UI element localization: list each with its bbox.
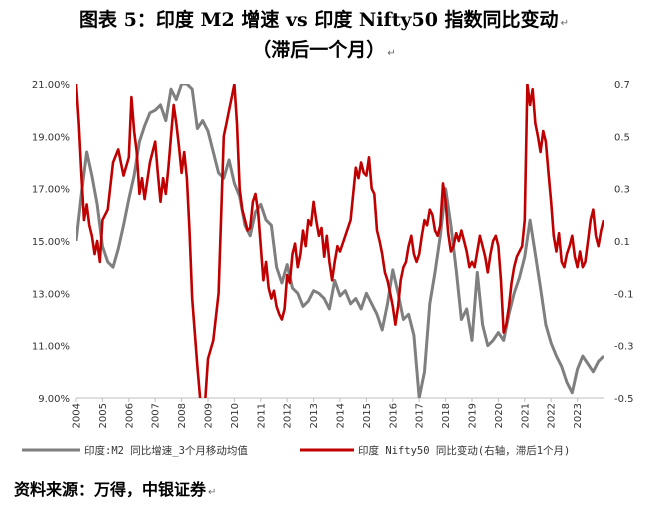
right-tick-label: -0.1	[614, 289, 634, 300]
right-tick-label: 0.3	[614, 185, 630, 196]
series-m2-line	[76, 84, 604, 398]
left-tick-label: 9.00%	[38, 394, 70, 405]
left-tick-label: 21.00%	[32, 80, 70, 91]
right-tick-label: 0.5	[614, 132, 630, 143]
right-tick-label: 0.1	[614, 237, 630, 248]
right-tick-label: -0.3	[614, 342, 634, 353]
x-tick-label: 2011	[256, 403, 267, 428]
left-tick-label: 15.00%	[32, 237, 70, 248]
x-tick-label: 2023	[573, 403, 584, 428]
x-tick-label: 2008	[177, 403, 188, 428]
left-axis: 9.00% 11.00% 13.00% 15.00% 17.00% 19.00% 21.00…	[32, 80, 70, 405]
left-tick-label: 19.00%	[32, 132, 70, 143]
x-tick-label: 2005	[98, 403, 109, 428]
legend: 印度:M2 同比增速_3个月移动均值 印度 Nifty50 同比变动(右轴，滞后1…	[22, 444, 570, 457]
x-tick-label: 2012	[283, 403, 294, 428]
chart-title: 图表 5：印度 M2 增速 vs 印度 Nifty50 指数同比变动 ↵	[79, 9, 569, 31]
x-tick-label: 2013	[309, 403, 320, 428]
x-tick-label: 2020	[494, 403, 505, 428]
x-tick-label: 2015	[362, 403, 373, 428]
left-tick-label: 17.00%	[32, 185, 70, 196]
chart-subtitle: （滞后一个月） ↵	[252, 39, 396, 61]
x-tick-label: 2019	[468, 403, 479, 428]
left-tick-label: 13.00%	[32, 289, 70, 300]
right-axis: -0.5 -0.3 -0.1 0.1 0.3 0.5 0.7	[614, 80, 634, 405]
x-tick-label: 2018	[441, 403, 452, 428]
x-tick-label: 2021	[520, 403, 531, 428]
legend-label: 印度 Nifty50 同比变动(右轴，滞后1个月)	[358, 444, 570, 457]
right-tick-label: -0.5	[614, 394, 634, 405]
x-tick-label: 2014	[336, 403, 347, 428]
x-tick-label: 2009	[204, 403, 215, 428]
left-tick-label: 11.00%	[32, 342, 70, 353]
x-tick-label: 2016	[388, 403, 399, 428]
x-tick-label: 2017	[415, 403, 426, 428]
series-lines	[76, 84, 604, 398]
x-tick-label: 2022	[547, 403, 558, 428]
x-tick-label: 2007	[151, 403, 162, 428]
series-nifty50-line	[76, 84, 604, 398]
x-tick-label: 2004	[72, 403, 83, 428]
legend-label: 印度:M2 同比增速_3个月移动均值	[84, 444, 248, 457]
source-note: 资料来源：万得，中银证券 ↵	[14, 480, 217, 499]
right-tick-label: 0.7	[614, 80, 630, 91]
x-axis: 2004 2005 2006 2007 2008 2009 2010 2011 2012 2013…	[72, 397, 604, 428]
x-tick-label: 2006	[124, 403, 135, 428]
x-tick-label: 2010	[230, 403, 241, 428]
